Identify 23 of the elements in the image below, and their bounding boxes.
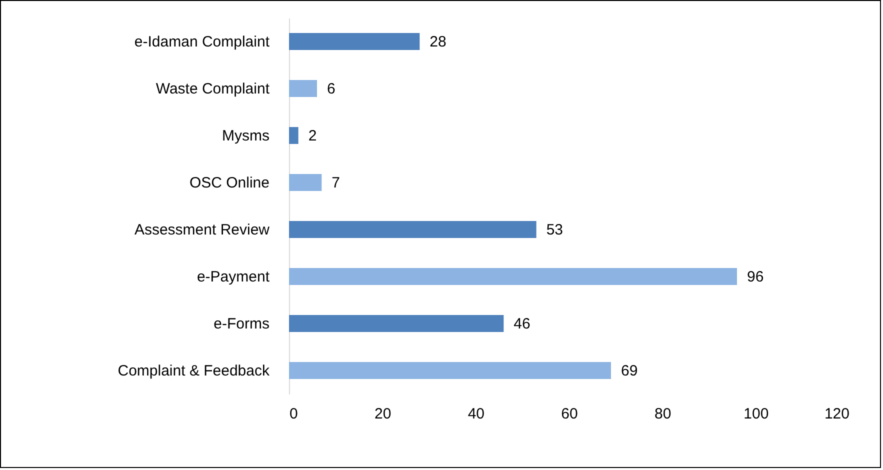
y-tick-label: e-Payment	[196, 268, 270, 286]
y-tick-label: e-Idaman Complaint	[134, 34, 270, 50]
data-label: 53	[546, 222, 564, 238]
y-tick-label: e-Forms	[214, 316, 270, 332]
y-tick-label: Assessment Review	[134, 222, 270, 238]
y-tick-label: Complaint & Feedback	[118, 362, 270, 380]
data-label: 96	[747, 268, 764, 286]
x-tick-label: 0	[290, 406, 298, 422]
data-label: 46	[514, 316, 530, 332]
data-label: 69	[621, 362, 638, 380]
data-label: 2	[308, 128, 317, 144]
data-label: 6	[327, 80, 336, 98]
x-tick-label: 60	[561, 406, 578, 422]
x-tick-label: 40	[468, 406, 485, 422]
x-tick-label: 120	[824, 406, 850, 422]
data-label: 28	[430, 34, 446, 50]
y-tick-label: Mysms	[222, 128, 270, 144]
x-tick-label: 20	[374, 406, 392, 422]
y-tick-label: Waste Complaint	[156, 80, 270, 98]
y-tick-label: OSC Online	[189, 174, 270, 192]
x-tick-label: 100	[744, 406, 769, 422]
data-label: 7	[332, 174, 340, 192]
x-tick-label: 80	[654, 406, 672, 422]
